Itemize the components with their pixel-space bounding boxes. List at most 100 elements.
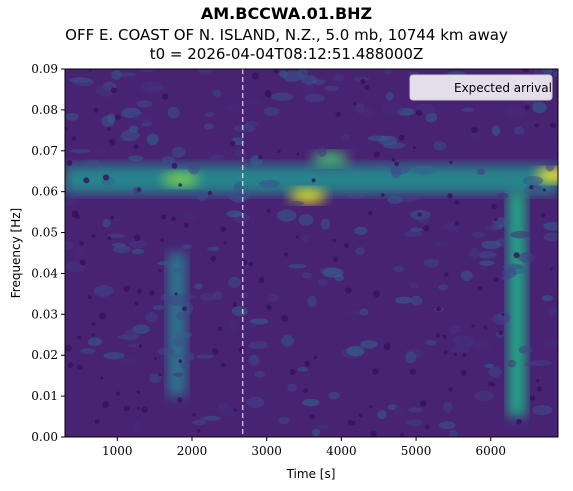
- speckle-cell: [543, 232, 558, 242]
- speckle-cell: [122, 329, 140, 342]
- speckle-dot: [99, 312, 107, 320]
- speckle-cell: [393, 405, 404, 417]
- speckle-dot: [370, 430, 377, 437]
- speckle-dot: [220, 362, 226, 368]
- speckle-cell: [403, 230, 423, 237]
- speckle-cell: [518, 345, 533, 354]
- y-tick-label: 0.07: [31, 144, 58, 158]
- speckle-dot: [79, 259, 86, 266]
- speckle-dot: [115, 114, 121, 121]
- speckle-cell: [320, 218, 331, 230]
- chart-title: AM.BCCWA.01.BHZ: [200, 4, 373, 23]
- speckle-dot: [541, 213, 546, 217]
- speckle-dot: [149, 290, 155, 296]
- speckle-cell: [398, 192, 419, 203]
- speckle-dot: [471, 126, 478, 134]
- speckle-cell: [507, 107, 526, 117]
- speckle-dot: [284, 252, 289, 257]
- heatmap-column-5: [507, 191, 526, 417]
- speckle-cell: [523, 186, 542, 195]
- speckle-dot: [449, 160, 453, 164]
- speckle-cell: [191, 419, 207, 426]
- speckle-cell: [248, 341, 268, 350]
- speckle-cell: [132, 248, 144, 255]
- speckle-dot: [171, 216, 176, 222]
- speckle-cell: [161, 156, 176, 163]
- speckle-dot: [158, 373, 162, 377]
- speckle-cell: [132, 421, 142, 433]
- speckle-cell: [507, 359, 517, 368]
- speckle-cell: [367, 135, 389, 142]
- speckle-dot: [289, 369, 296, 376]
- speckle-cell: [248, 355, 260, 367]
- speckle-dot: [381, 193, 385, 197]
- speckle-cell: [332, 74, 345, 82]
- speckle-dot: [536, 378, 540, 383]
- speckle-dot: [353, 101, 357, 106]
- speckle-cell: [144, 85, 166, 91]
- speckle-dot: [264, 89, 272, 97]
- speckle-dot: [391, 157, 396, 162]
- speckle-cell: [263, 106, 280, 116]
- speckle-dot: [368, 210, 373, 216]
- speckle-cell: [392, 266, 405, 273]
- speckle-dot: [87, 295, 92, 300]
- speckle-cell: [347, 193, 365, 199]
- speckle-dot: [347, 419, 353, 425]
- speckle-dot: [79, 241, 85, 246]
- speckle-dot: [423, 225, 430, 232]
- speckle-cell: [484, 226, 499, 231]
- y-tick-label: 0.09: [31, 62, 58, 76]
- speckle-cell: [137, 69, 155, 72]
- speckle-cell: [553, 71, 558, 78]
- speckle-cell: [425, 112, 438, 123]
- speckle-cell: [522, 176, 544, 186]
- speckle-cell: [354, 226, 368, 235]
- speckle-cell: [186, 294, 197, 300]
- speckle-cell: [194, 283, 203, 290]
- speckle-dot: [493, 276, 499, 283]
- speckle-cell: [341, 134, 350, 140]
- speckle-dot: [153, 356, 158, 361]
- speckle-cell: [95, 146, 106, 155]
- speckle-cell: [410, 295, 423, 306]
- speckle-cell: [203, 123, 214, 130]
- legend-label: Expected arrival: [454, 81, 552, 95]
- speckle-cell: [530, 360, 552, 366]
- heatmap-speckle: [65, 69, 558, 437]
- speckle-cell: [146, 133, 159, 146]
- speckle-cell: [65, 241, 74, 250]
- speckle-cell: [522, 121, 536, 128]
- speckle-cell: [316, 424, 329, 430]
- speckle-dot: [66, 159, 73, 166]
- speckle-cell: [204, 111, 215, 118]
- speckle-cell: [438, 284, 449, 291]
- speckle-cell: [488, 366, 502, 378]
- speckle-dot: [158, 269, 162, 273]
- speckle-dot: [383, 343, 391, 351]
- speckle-cell: [128, 155, 144, 162]
- speckle-dot: [233, 408, 238, 412]
- speckle-dot: [435, 306, 442, 312]
- speckle-cell: [222, 405, 236, 417]
- speckle-cell: [479, 260, 495, 267]
- speckle-cell: [113, 245, 131, 254]
- speckle-cell: [541, 338, 558, 349]
- speckle-cell: [307, 296, 318, 308]
- speckle-dot: [232, 302, 238, 307]
- speckle-dot: [454, 200, 460, 205]
- speckle-dot: [419, 400, 427, 407]
- speckle-cell: [301, 233, 310, 243]
- speckle-dot: [536, 386, 543, 392]
- legend: Expected arrival: [409, 74, 553, 101]
- speckle-cell: [355, 247, 365, 255]
- speckle-dot: [335, 111, 341, 118]
- speckle-cell: [288, 263, 307, 269]
- speckle-dot: [266, 304, 272, 311]
- speckle-dot: [183, 222, 189, 228]
- speckle-dot: [534, 123, 539, 128]
- speckle-dot: [106, 127, 111, 131]
- speckle-cell: [410, 227, 423, 232]
- heatmap-blob-3: [162, 172, 199, 187]
- speckle-cell: [180, 213, 197, 221]
